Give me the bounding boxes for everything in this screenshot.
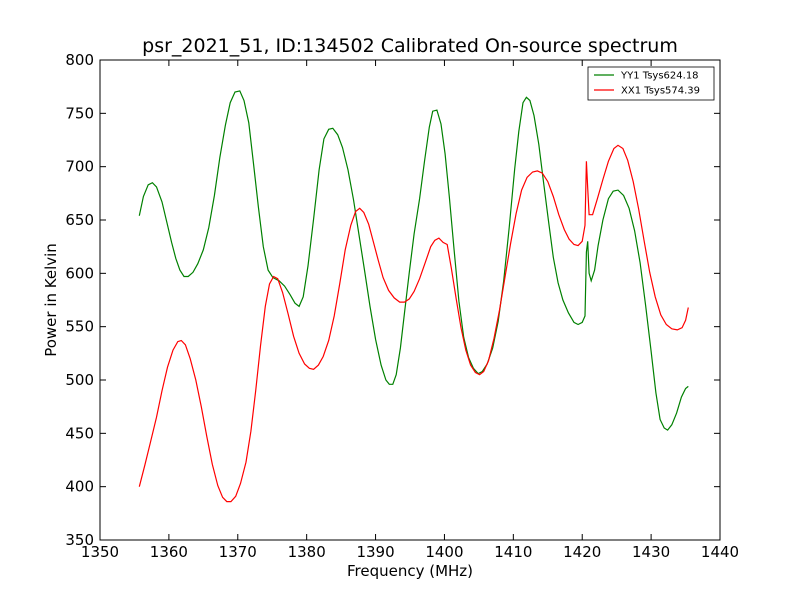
x-tick-label: 1350 (81, 543, 119, 561)
y-tick-label: 800 (65, 51, 94, 69)
x-tick-label: 1400 (425, 543, 463, 561)
y-axis-label: Power in Kelvin (42, 243, 60, 357)
legend-label-1: YY1 Tsys624.18 (620, 71, 699, 82)
y-tick-label: 400 (65, 478, 94, 496)
y-tick-label: 700 (65, 158, 94, 176)
x-tick-label: 1380 (288, 543, 326, 561)
x-tick-label: 1430 (632, 543, 670, 561)
x-tick-label: 1440 (701, 543, 739, 561)
x-tick-label: 1390 (356, 543, 394, 561)
series-line-1 (138, 90, 689, 431)
plot-area (138, 90, 689, 503)
y-tick-label: 650 (65, 211, 94, 229)
plot-frame (99, 59, 721, 541)
y-axis: 350 400 450 500 550 600 650 700 750 800 (65, 51, 720, 549)
x-tick-label: 1420 (563, 543, 601, 561)
legend-box (587, 66, 715, 101)
y-tick-label: 600 (65, 264, 94, 282)
legend-label-2: XX1 Tsys574.39 (621, 86, 700, 97)
y-tick-label: 750 (65, 104, 94, 122)
x-tick-label: 1360 (150, 543, 188, 561)
x-axis-label: Frequency (MHz) (347, 562, 473, 580)
y-tick-label: 550 (65, 318, 94, 336)
chart-title: psr_2021_51, ID:134502 Calibrated On-sou… (142, 35, 678, 57)
legend: YY1 Tsys624.18 XX1 Tsys574.39 (587, 66, 715, 101)
y-tick-label: 350 (65, 531, 94, 549)
x-tick-label: 1370 (219, 543, 257, 561)
series-line-2 (138, 144, 689, 503)
y-tick-label: 500 (65, 371, 94, 389)
y-tick-label: 450 (65, 424, 94, 442)
x-tick-label: 1410 (494, 543, 532, 561)
x-axis: 1350 1360 1370 1380 1390 1400 1410 1420 1430 1440 (81, 60, 739, 561)
